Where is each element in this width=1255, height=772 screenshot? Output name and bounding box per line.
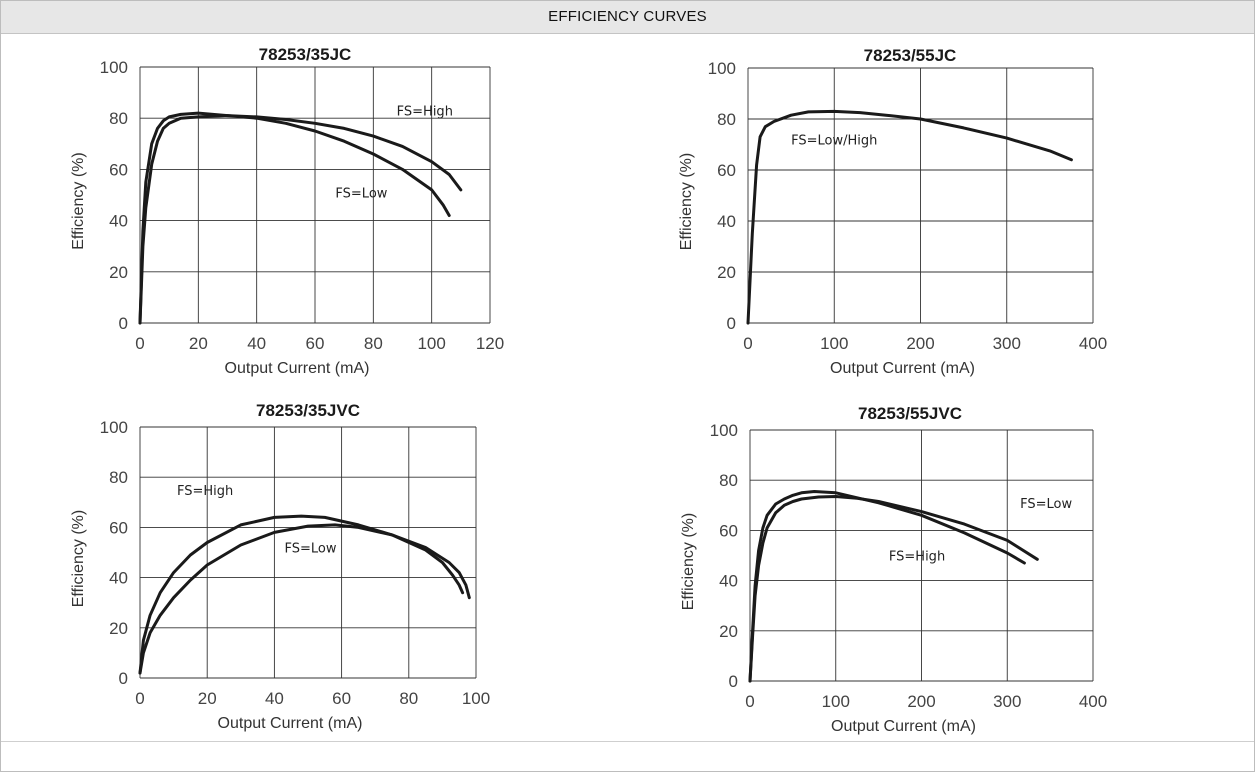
y-tick-label: 40	[719, 572, 738, 591]
series-line-fs-low	[748, 495, 1039, 683]
x-tick-label: 100	[417, 334, 445, 353]
x-tick-label: 400	[1079, 334, 1107, 353]
annotation-fs-high: FS=High	[177, 484, 233, 499]
y-tick-label: 60	[109, 160, 128, 179]
series-line-fs-low-high	[746, 109, 1073, 325]
y-tick-label: 0	[729, 672, 738, 691]
annotation-fs-low: FS=Low	[1020, 497, 1072, 512]
x-tick-label: 20	[189, 334, 208, 353]
x-tick-label: 0	[743, 334, 752, 353]
y-tick-label: 0	[119, 314, 128, 333]
x-tick-label: 300	[993, 692, 1021, 711]
x-tick-label: 0	[745, 692, 754, 711]
y-tick-label: 20	[109, 619, 128, 638]
x-tick-label: 60	[306, 334, 325, 353]
bottom-divider	[1, 741, 1254, 742]
x-tick-label: 200	[907, 692, 935, 711]
series-line-fs-high	[748, 490, 1026, 683]
y-tick-label: 80	[719, 471, 738, 490]
y-tick-label: 60	[719, 521, 738, 540]
annotation-fs-low-high: FS=Low/High	[791, 134, 877, 149]
chart-title: 78253/35JC	[259, 45, 352, 64]
y-axis-label: Efficiency (%)	[680, 513, 697, 611]
y-tick-label: 60	[109, 518, 128, 537]
series-line-fs-low	[138, 111, 451, 325]
y-axis-label: Efficiency (%)	[70, 152, 87, 250]
y-tick-label: 100	[100, 418, 128, 437]
x-tick-label: 0	[135, 689, 144, 708]
x-axis-label: Output Current (mA)	[225, 360, 370, 377]
x-axis-label: Output Current (mA)	[830, 360, 975, 377]
y-tick-label: 100	[708, 59, 736, 78]
annotation-fs-low: FS=Low	[335, 187, 387, 202]
chart-title: 78253/55JC	[864, 46, 957, 65]
x-tick-label: 80	[399, 689, 418, 708]
y-tick-label: 40	[717, 212, 736, 231]
x-tick-label: 200	[906, 334, 934, 353]
series-line-fs-low	[138, 523, 471, 675]
x-axis-label: Output Current (mA)	[218, 715, 363, 732]
series-line-fs-high	[138, 514, 465, 675]
y-tick-label: 0	[727, 314, 736, 333]
y-tick-label: 80	[109, 468, 128, 487]
x-tick-label: 0	[135, 334, 144, 353]
x-tick-label: 40	[265, 689, 284, 708]
x-tick-label: 100	[820, 334, 848, 353]
y-tick-label: 20	[717, 263, 736, 282]
y-tick-label: 60	[717, 161, 736, 180]
x-tick-label: 100	[462, 689, 490, 708]
x-tick-label: 40	[247, 334, 266, 353]
x-tick-label: 400	[1079, 692, 1107, 711]
x-axis-label: Output Current (mA)	[831, 718, 976, 735]
annotation-fs-high: FS=High	[889, 550, 945, 565]
y-tick-label: 0	[119, 669, 128, 688]
y-tick-label: 100	[710, 421, 738, 440]
x-tick-label: 120	[476, 334, 504, 353]
x-tick-label: 100	[822, 692, 850, 711]
y-tick-label: 80	[717, 110, 736, 129]
x-tick-label: 20	[198, 689, 217, 708]
y-tick-label: 20	[719, 622, 738, 641]
x-tick-label: 60	[332, 689, 351, 708]
annotation-fs-high: FS=High	[397, 105, 453, 120]
panel-header: EFFICIENCY CURVES	[1, 1, 1254, 34]
y-tick-label: 40	[109, 212, 128, 231]
x-tick-label: 300	[993, 334, 1021, 353]
y-axis-label: Efficiency (%)	[70, 510, 87, 608]
chart-title: 78253/35JVC	[256, 401, 360, 420]
x-tick-label: 80	[364, 334, 383, 353]
y-axis-label: Efficiency (%)	[678, 153, 695, 251]
chart-title: 78253/55JVC	[858, 404, 962, 423]
y-tick-label: 40	[109, 569, 128, 588]
y-tick-label: 100	[100, 58, 128, 77]
y-tick-label: 80	[109, 109, 128, 128]
annotation-fs-low: FS=Low	[284, 542, 336, 557]
y-tick-label: 20	[109, 263, 128, 282]
